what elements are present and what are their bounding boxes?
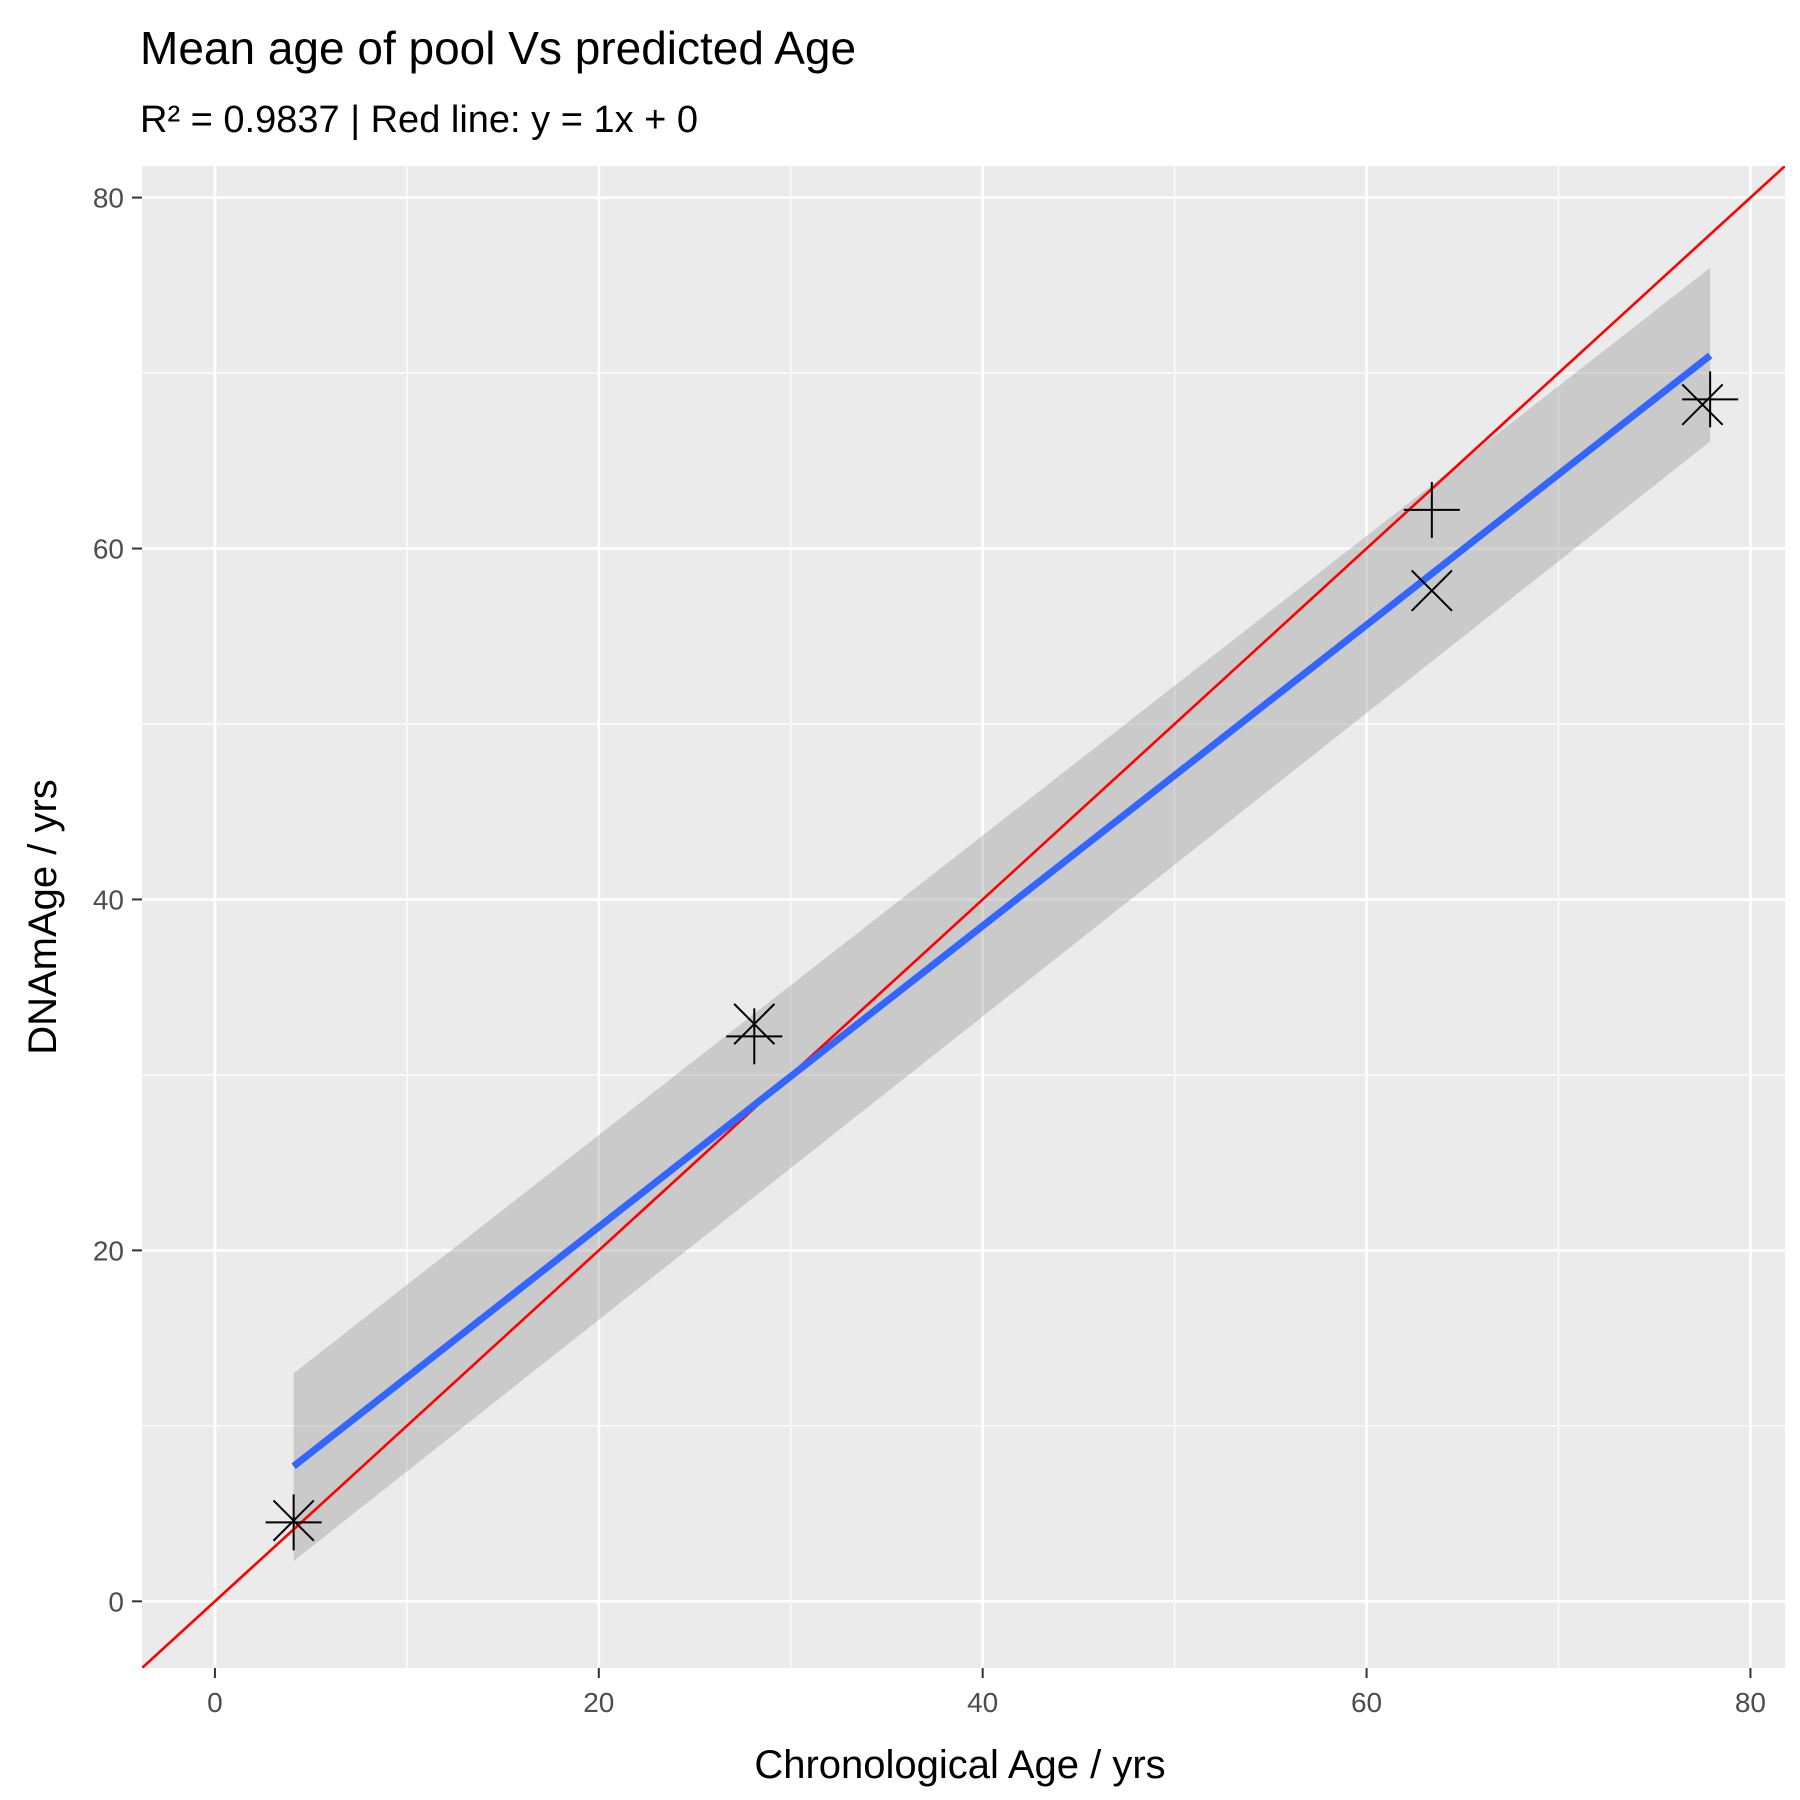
cross-stroke-b	[1410, 569, 1453, 612]
cross-point	[733, 1003, 776, 1045]
y-tick-label: 60	[93, 534, 124, 565]
plus-point	[1403, 481, 1460, 538]
x-tick-label: 60	[1351, 1687, 1382, 1718]
cross-stroke-b	[733, 1003, 776, 1045]
minor-gridlines	[142, 166, 1785, 1668]
cross-stroke-b	[1681, 383, 1724, 426]
y-axis: 0 20 40 60 80	[93, 183, 142, 1617]
chart-subtitle: R² = 0.9837 | Red line: y = 1x + 0	[140, 99, 698, 141]
chart-title: Mean age of pool Vs predicted Age	[140, 22, 856, 74]
cross-stroke-b	[272, 1499, 315, 1542]
cross-point	[1410, 569, 1453, 612]
cross-point	[272, 1499, 315, 1542]
y-tick-label: 0	[108, 1586, 124, 1617]
y-tick-label: 80	[93, 183, 124, 214]
x-tick-label: 0	[207, 1687, 223, 1718]
x-axis-title: Chronological Age / yrs	[754, 1743, 1165, 1787]
plus-point	[265, 1494, 322, 1551]
y-axis-title: DNAmAge / yrs	[21, 779, 65, 1055]
identity-line	[142, 166, 1785, 1668]
plus-point	[726, 1008, 783, 1065]
cross-point	[1681, 383, 1724, 426]
points-layer	[265, 371, 1739, 1551]
plus-point	[1682, 371, 1739, 428]
regression-line	[291, 352, 1713, 1469]
x-axis: 0 20 40 60 80	[207, 1668, 1766, 1718]
y-tick-label: 20	[93, 1235, 124, 1266]
y-tick-label: 40	[93, 884, 124, 915]
lines-layer	[142, 166, 1785, 1668]
x-tick-label: 20	[583, 1687, 614, 1718]
x-tick-label: 40	[967, 1687, 998, 1718]
major-gridlines	[142, 166, 1785, 1668]
x-tick-label: 80	[1735, 1687, 1766, 1718]
